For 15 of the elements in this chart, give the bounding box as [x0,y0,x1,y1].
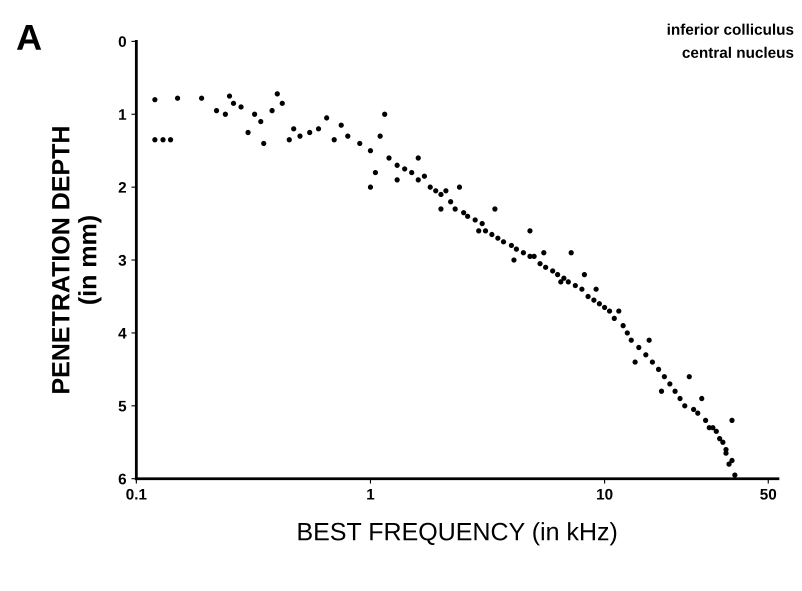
y-tick-label: 6 [118,474,126,484]
x-tick-label: 50 [760,488,776,500]
x-axis-title: BEST FREQUENCY (in kHz) [298,522,616,546]
y-axis-title: PENETRATION DEPTH (in mm) [52,127,102,393]
x-tick-label: 1 [367,488,374,500]
y-tick-label: 1 [119,109,126,120]
y-tick-label: 2 [118,182,126,193]
y-tick-label: 3 [118,254,126,266]
x-tick-label: 0.1 [126,488,147,500]
annotation: inferior colliculus central nucleus [668,24,794,58]
text: A [16,24,42,50]
y-tick-label: 5 [118,400,126,412]
y-tick-label: 4 [118,328,127,338]
x-tick-label: 10 [597,488,612,500]
y-tick-label: 0 [118,36,126,48]
